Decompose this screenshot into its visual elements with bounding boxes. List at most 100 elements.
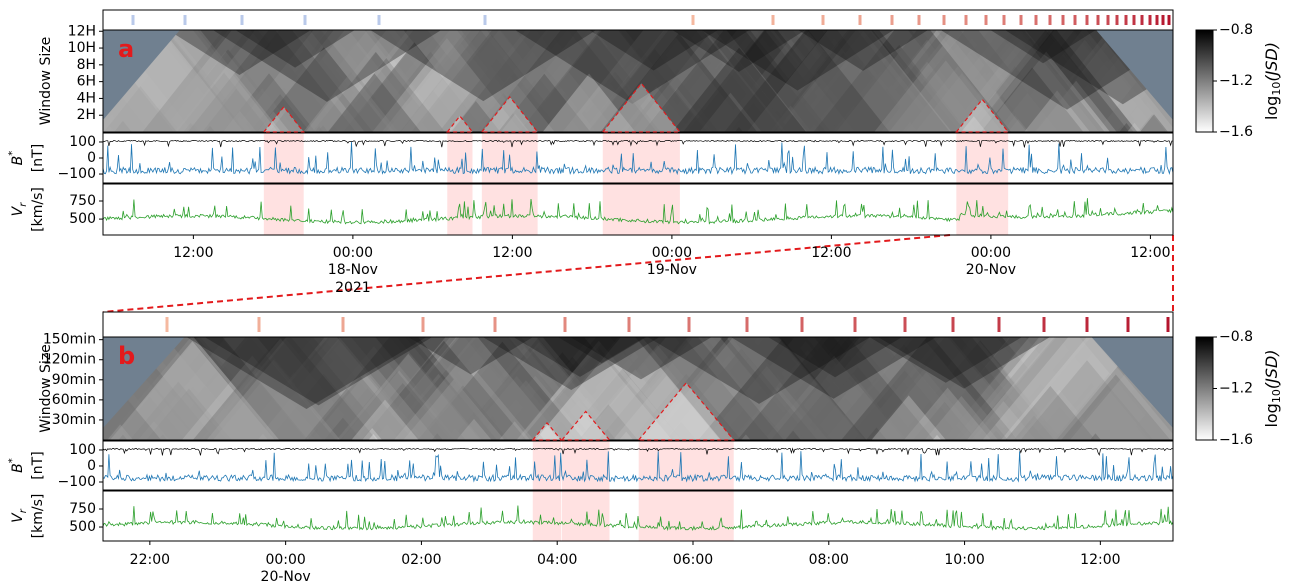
heatmap-cell [671,30,889,132]
heatmap-cell [1049,366,1173,440]
heatmap-cell [980,411,1028,440]
heatmap-cell [532,423,560,440]
heatmap-cell [797,434,808,440]
heatmap-cell [237,30,468,132]
heatmap-cell [1029,120,1048,132]
heatmap-cell [381,37,532,132]
heatmap-cell [1013,415,1055,440]
heatmap-cell [850,74,942,132]
heatmap-cell [966,337,1173,440]
heatmap-cell [905,402,969,440]
heatmap-cell [1002,115,1029,132]
heatmap-cell [260,364,387,440]
heatmap-cell [263,30,485,132]
heatmap-cell [257,433,269,440]
heatmap-cell [1129,425,1154,440]
heatmap-cell [482,412,529,440]
heatmap-cell [619,431,634,440]
heatmap-cell [399,41,543,132]
heatmap-cell [537,434,548,440]
heatmap-cell [1138,114,1167,132]
heatmap-cell [790,30,993,132]
event-window [601,82,682,133]
heatmap-cell [1114,420,1148,440]
heatmap-cell [327,57,446,132]
heatmap-cell [758,337,933,440]
heatmap-cell [346,337,549,440]
heatmap-dark [235,30,355,68]
heatmap-cell [764,369,882,440]
heatmap-cell [496,388,582,440]
heatmap-cell [563,368,683,440]
heatmap-cell [853,39,1001,132]
heatmap-cell [516,340,682,440]
heatmap-cell [417,385,509,440]
heatmap-cell [911,56,1032,132]
heatmap-cell [716,111,750,132]
heatmap-cell [215,112,247,132]
heatmap-cell [279,124,292,132]
heatmap [103,30,1173,132]
heatmap-cell [592,30,766,132]
heatmap-cell [1088,428,1108,440]
heatmap-cell [852,88,921,132]
heatmap-cell [401,337,622,440]
heatmap-cell [1017,389,1102,440]
heatmap-cell [1005,385,1096,440]
heatmap-cell [594,428,614,440]
heatmap-cell [866,427,887,440]
heatmap-cell [312,51,440,132]
heatmap-cell [569,337,831,440]
heatmap-cell [1071,64,1173,132]
heatmap-dark [877,337,1051,389]
heatmap-cell [625,80,708,132]
heatmap-cell [249,94,311,132]
heatmap-cell [886,337,1112,440]
heatmap-cell [113,396,186,440]
heatmap-cell [974,404,1034,440]
y-axis-unit: [nT] [30,451,46,479]
x-tick-label: 00:00 [652,245,692,261]
heatmap-cell [728,30,989,132]
heatmap-cell [823,64,931,132]
heatmap-cell [669,46,806,132]
heatmap-cell [524,434,533,440]
heatmap-cell [548,431,564,440]
heatmap-cell [1070,75,1160,132]
heatmap-cell [971,401,1036,440]
heatmap-cell [828,413,873,440]
heatmap-cell [679,107,719,132]
heatmap-cell [761,417,799,440]
heatmap-cell [1031,406,1088,440]
heatmap-cell [1053,373,1165,440]
axes-frame [102,490,1174,542]
heatmap-cell [608,37,759,132]
heatmap-cell [601,337,817,440]
colorbar-tick-label: −1.6 [1219,432,1253,448]
heatmap-cell [404,427,425,440]
heatmap-cell [861,30,1060,132]
heatmap-dark [204,337,433,406]
heatmap-cell [255,337,437,440]
heatmap-cell [303,72,399,132]
heatmap-cell [905,66,1010,132]
label-tail: (JSD) [1262,349,1281,389]
heatmap-cell [720,60,834,132]
y-tick-label: 100 [69,442,96,458]
heatmap-cell [584,30,766,132]
y-tick-label: 4H [77,90,96,106]
heatmap-cell [264,392,343,440]
heatmap-cell [246,339,414,440]
heatmap-cell [817,30,1002,132]
heatmap-cell [361,431,376,440]
heatmap-cell [329,126,339,132]
heatmap-cell [912,401,977,440]
heatmap-cell [830,44,969,132]
heatmap-cell [166,30,342,132]
heatmap-cell [869,372,983,440]
heatmap-cell [832,71,929,132]
heatmap-cell [880,70,979,132]
heatmap-cell [600,33,758,132]
heatmap-cell [1153,433,1166,440]
heatmap-cell [365,354,508,440]
